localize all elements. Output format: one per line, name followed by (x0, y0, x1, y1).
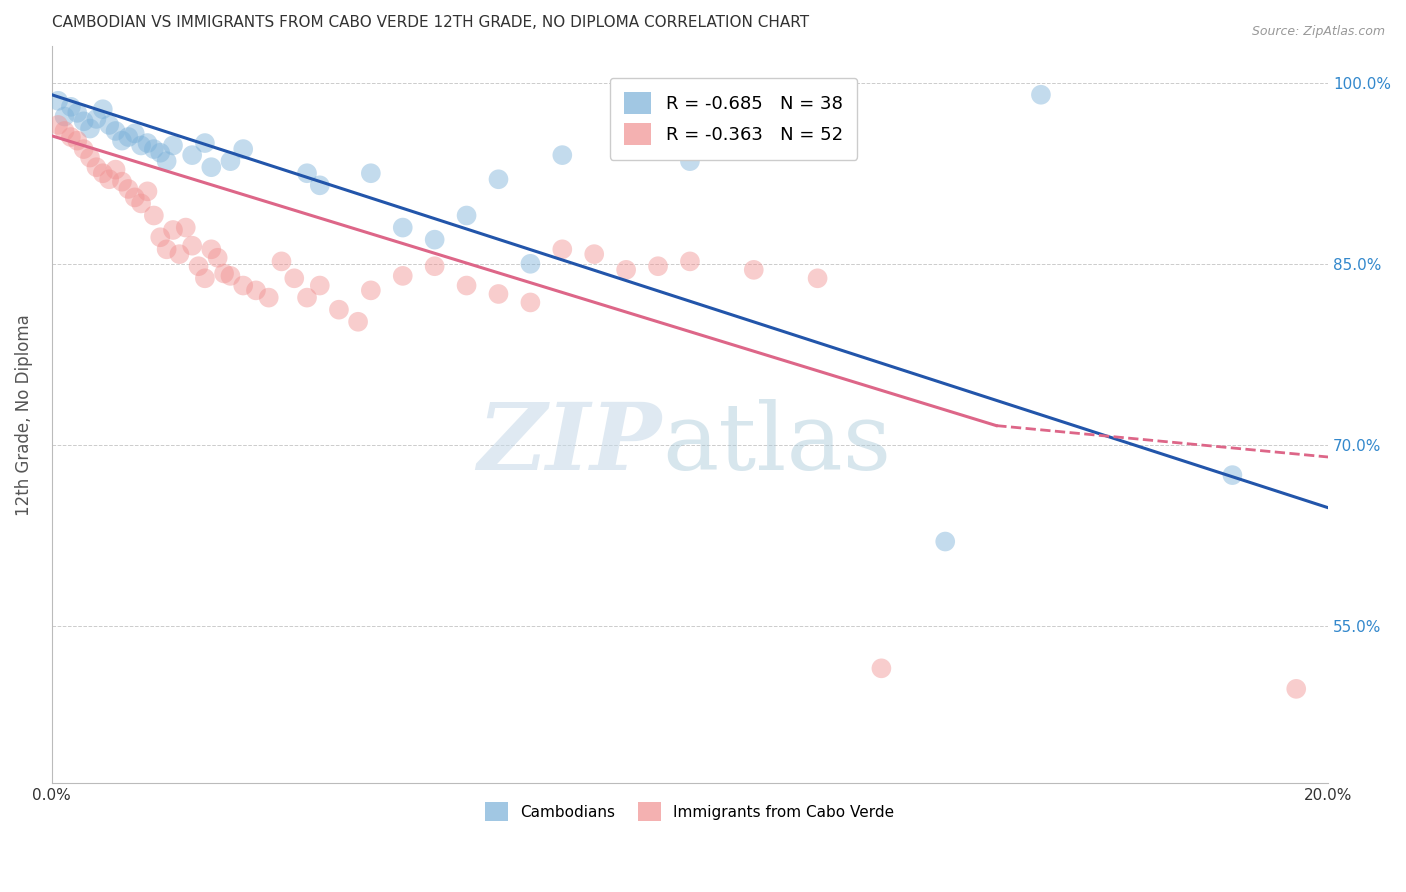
Point (86, 112, 108, 126)
Point (232, 278, 254, 293)
Text: ZIP: ZIP (478, 400, 662, 489)
Point (360, 284, 382, 298)
Text: atlas: atlas (662, 400, 891, 489)
Point (46, 94, 69, 108)
Point (200, 160, 222, 174)
Text: Source: ZipAtlas.com: Source: ZipAtlas.com (1251, 25, 1385, 38)
Point (124, 190, 146, 204)
Point (86, 160, 108, 174)
Point (519, 295, 541, 310)
Point (104, 162, 127, 177)
Point (257, 291, 280, 305)
Point (59, 100, 82, 114)
Point (66, 106, 89, 120)
Point (207, 251, 229, 265)
Point (162, 138, 184, 153)
Point (308, 178, 330, 193)
Point (519, 257, 541, 271)
Point (742, 263, 765, 277)
Point (59, 130, 82, 145)
Point (456, 209, 478, 223)
Point (1285, 681, 1308, 696)
Point (347, 315, 370, 329)
Point (212, 267, 235, 281)
Point (232, 142, 254, 156)
Point (73, 142, 96, 156)
Point (129, 138, 152, 153)
Point (91, 102, 114, 116)
Point (136, 136, 159, 150)
Point (111, 134, 134, 148)
Point (219, 154, 242, 169)
Point (283, 271, 305, 285)
Y-axis label: 12th Grade, No Diploma: 12th Grade, No Diploma (15, 314, 32, 516)
Point (181, 148, 204, 162)
Point (295, 291, 318, 305)
Point (104, 124, 127, 138)
Legend: Cambodians, Immigrants from Cabo Verde: Cambodians, Immigrants from Cabo Verde (479, 796, 901, 827)
Text: CAMBODIAN VS IMMIGRANTS FROM CABO VERDE 12TH GRADE, NO DIPLOMA CORRELATION CHART: CAMBODIAN VS IMMIGRANTS FROM CABO VERDE … (52, 15, 808, 30)
Point (328, 302, 350, 317)
Point (647, 259, 669, 273)
Point (194, 271, 217, 285)
Point (174, 220, 197, 235)
Point (488, 287, 510, 301)
Point (308, 278, 330, 293)
Point (391, 220, 413, 235)
Point (66, 134, 89, 148)
Point (360, 166, 382, 180)
Point (149, 145, 172, 160)
Point (1029, 87, 1052, 102)
Point (194, 136, 217, 150)
Point (614, 263, 637, 277)
Point (111, 175, 134, 189)
Point (551, 242, 574, 256)
Point (129, 196, 152, 211)
Point (270, 254, 292, 268)
Point (614, 124, 637, 138)
Point (46, 118, 69, 132)
Point (149, 230, 172, 244)
Point (423, 233, 446, 247)
Point (200, 242, 222, 256)
Point (117, 130, 139, 145)
Point (295, 166, 318, 180)
Point (162, 223, 184, 237)
Point (391, 268, 413, 283)
Point (156, 154, 179, 169)
Point (583, 247, 606, 261)
Point (73, 114, 96, 128)
Point (187, 259, 209, 273)
Point (79, 151, 101, 165)
Point (98, 118, 121, 132)
Point (181, 238, 204, 252)
Point (136, 185, 159, 199)
Point (679, 154, 702, 169)
Point (245, 284, 267, 298)
Point (142, 209, 165, 223)
Point (53, 110, 76, 124)
Point (79, 121, 101, 136)
Point (219, 268, 242, 283)
Point (423, 259, 446, 273)
Point (1222, 468, 1244, 483)
Point (551, 148, 574, 162)
Point (870, 661, 893, 675)
Point (156, 242, 179, 256)
Point (98, 172, 121, 186)
Point (456, 278, 478, 293)
Point (124, 127, 146, 141)
Point (934, 534, 956, 549)
Point (117, 182, 139, 196)
Point (679, 254, 702, 268)
Point (91, 166, 114, 180)
Point (142, 142, 165, 156)
Point (488, 172, 510, 186)
Point (169, 247, 191, 261)
Point (53, 124, 76, 138)
Point (806, 271, 828, 285)
